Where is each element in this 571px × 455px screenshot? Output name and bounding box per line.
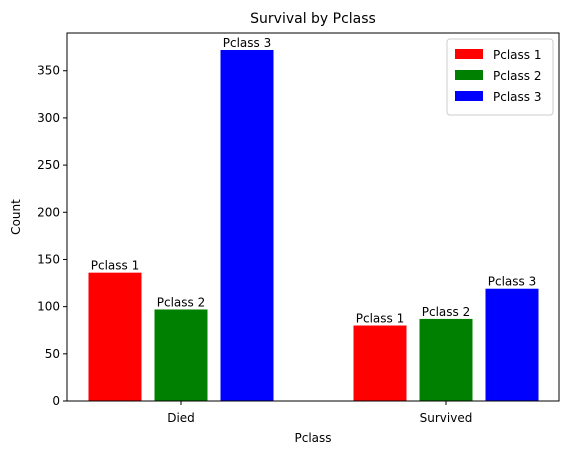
bar-data-label: Pclass 3 [488,275,536,289]
bar-data-label: Pclass 1 [91,259,139,273]
y-tick-label: 300 [37,111,60,125]
plot-frame-top [66,32,560,402]
y-axis-label: Count [9,199,23,235]
legend-entry: Pclass 2 [493,69,541,83]
bar [485,288,539,401]
bar [220,49,274,401]
bar-data-label: Pclass 2 [157,295,205,309]
bar [419,318,473,401]
x-tick-label: Survived [420,411,473,425]
y-tick-label: 350 [37,64,60,78]
bar-data-label: Pclass 1 [356,312,404,326]
y-tick-label: 200 [37,205,60,219]
legend-entry: Pclass 1 [493,48,541,62]
legend-swatch [455,91,483,101]
legend: Pclass 1 Pclass 2 Pclass 3 [446,38,554,116]
y-tick-label: 50 [45,347,60,361]
x-axis-label: Pclass [294,431,331,445]
bar [154,309,208,401]
bar-data-label: Pclass 3 [223,36,271,50]
legend-entry: Pclass 3 [493,90,541,104]
y-tick-label: 150 [37,252,60,266]
y-tick-label: 250 [37,158,60,172]
legend-swatch [455,70,483,80]
y-tick-label: 100 [37,300,60,314]
bar [88,272,142,401]
bar-data-label: Pclass 2 [422,305,470,319]
chart-title: Survival by Pclass [250,11,376,27]
bar [353,325,407,401]
y-tick-label: 0 [52,394,60,408]
x-tick-label: Died [167,411,195,425]
legend-swatch [455,49,483,59]
